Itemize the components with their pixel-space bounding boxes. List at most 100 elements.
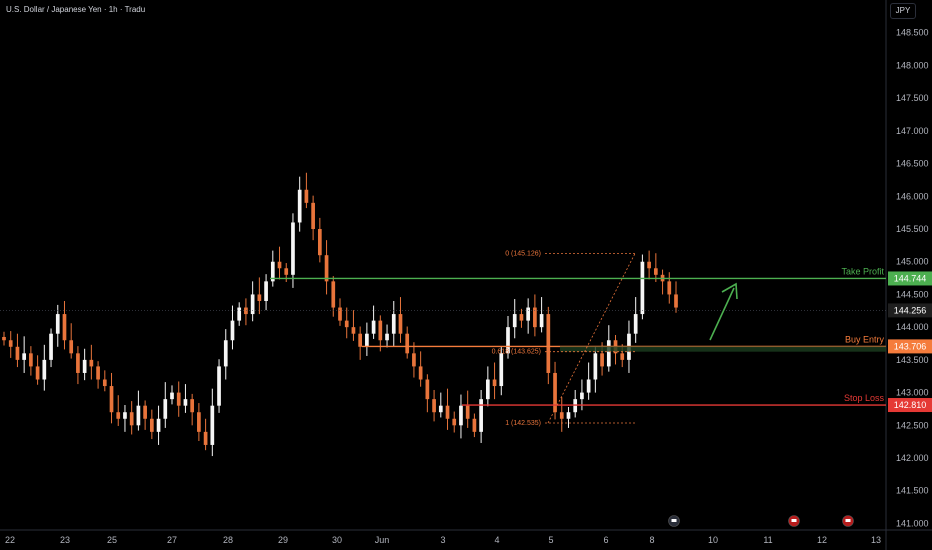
candle — [546, 306, 551, 385]
candle-body — [653, 268, 658, 275]
candles — [2, 172, 678, 457]
candle — [136, 390, 141, 431]
candle-body — [230, 320, 235, 341]
candle — [526, 298, 531, 334]
y-tick-label: 145.500 — [896, 224, 929, 234]
candle — [170, 385, 174, 405]
candle-body — [674, 294, 678, 308]
candle — [217, 359, 221, 413]
candle — [405, 326, 410, 359]
candle-body — [472, 418, 477, 432]
x-tick-label: 8 — [649, 535, 654, 545]
flag-icon-glyph — [845, 519, 851, 522]
candle-body — [344, 320, 349, 328]
candle — [344, 307, 349, 339]
candle-body — [459, 405, 463, 426]
candle — [143, 400, 147, 430]
candle-body — [479, 399, 483, 432]
candle — [324, 240, 329, 295]
candle — [69, 323, 74, 359]
candle-body — [176, 392, 181, 406]
candle-body — [418, 366, 423, 380]
candle — [270, 250, 275, 287]
candle — [197, 403, 201, 442]
candle-body — [351, 327, 356, 334]
candle-body — [412, 353, 416, 367]
candle-body — [69, 340, 74, 354]
candle-body — [297, 189, 302, 223]
candle — [559, 397, 564, 432]
candle — [210, 388, 215, 457]
x-tick-label: 23 — [60, 535, 70, 545]
candle — [365, 322, 369, 356]
candle — [640, 254, 645, 320]
candle-body — [116, 412, 121, 419]
candle-body — [385, 333, 389, 341]
candle-body — [109, 386, 114, 413]
flag-icon[interactable] — [788, 515, 800, 527]
candle-body — [593, 353, 598, 380]
y-tick-label: 148.500 — [896, 28, 929, 38]
candle — [492, 362, 497, 400]
candle-body — [371, 320, 376, 334]
x-tick-label: 29 — [278, 535, 288, 545]
candle — [633, 297, 638, 343]
candle-body — [217, 366, 221, 406]
candle — [102, 370, 107, 392]
candle-body — [391, 314, 396, 334]
candle — [317, 217, 322, 263]
candle — [539, 297, 544, 333]
candle — [371, 305, 376, 339]
price-axis: 148.500 148.000 147.500 147.000 146.500 146.0… — [896, 28, 929, 529]
candle — [89, 344, 94, 380]
candle-body — [667, 281, 672, 295]
candle-body — [647, 261, 651, 269]
candle — [438, 392, 443, 418]
candle-body — [29, 353, 33, 367]
candle — [311, 195, 315, 241]
level-name-0: Take Profit — [841, 266, 884, 276]
candle-body — [378, 320, 383, 341]
lightning-icon[interactable] — [668, 515, 680, 527]
candle-body — [533, 307, 537, 328]
candle-body — [250, 294, 255, 315]
candle — [76, 346, 80, 385]
candle — [163, 382, 168, 428]
candle — [244, 298, 248, 326]
candle — [586, 362, 591, 400]
current-price-tag — [888, 303, 932, 318]
flag-icon[interactable] — [842, 515, 854, 527]
candle — [116, 395, 121, 426]
candle — [8, 331, 13, 358]
candle-body — [277, 261, 282, 269]
candle-body — [35, 366, 40, 380]
candle — [42, 344, 47, 391]
y-tick-label: 143.000 — [896, 388, 929, 398]
candle — [519, 308, 524, 328]
y-tick-label: 147.000 — [896, 126, 929, 136]
candle-body — [492, 379, 497, 387]
candle — [291, 213, 295, 288]
candle — [203, 418, 208, 451]
candle — [593, 346, 598, 393]
candle — [445, 388, 450, 430]
currency-badge[interactable]: JPY — [890, 3, 916, 19]
candle — [237, 302, 242, 326]
candle — [674, 281, 678, 313]
candle-body — [485, 379, 490, 400]
candle — [2, 331, 6, 346]
candle — [432, 389, 436, 422]
buy-zone — [560, 346, 886, 352]
candle — [22, 336, 27, 373]
candle-body — [123, 412, 127, 419]
y-tick-label: 142.000 — [896, 453, 929, 463]
arrow-head — [721, 282, 738, 300]
candle-body — [223, 340, 228, 367]
candle — [459, 394, 463, 439]
candle-body — [398, 314, 403, 334]
candle — [338, 298, 342, 326]
candle-body — [244, 307, 248, 315]
candle — [250, 281, 255, 322]
candle-body — [580, 392, 584, 400]
